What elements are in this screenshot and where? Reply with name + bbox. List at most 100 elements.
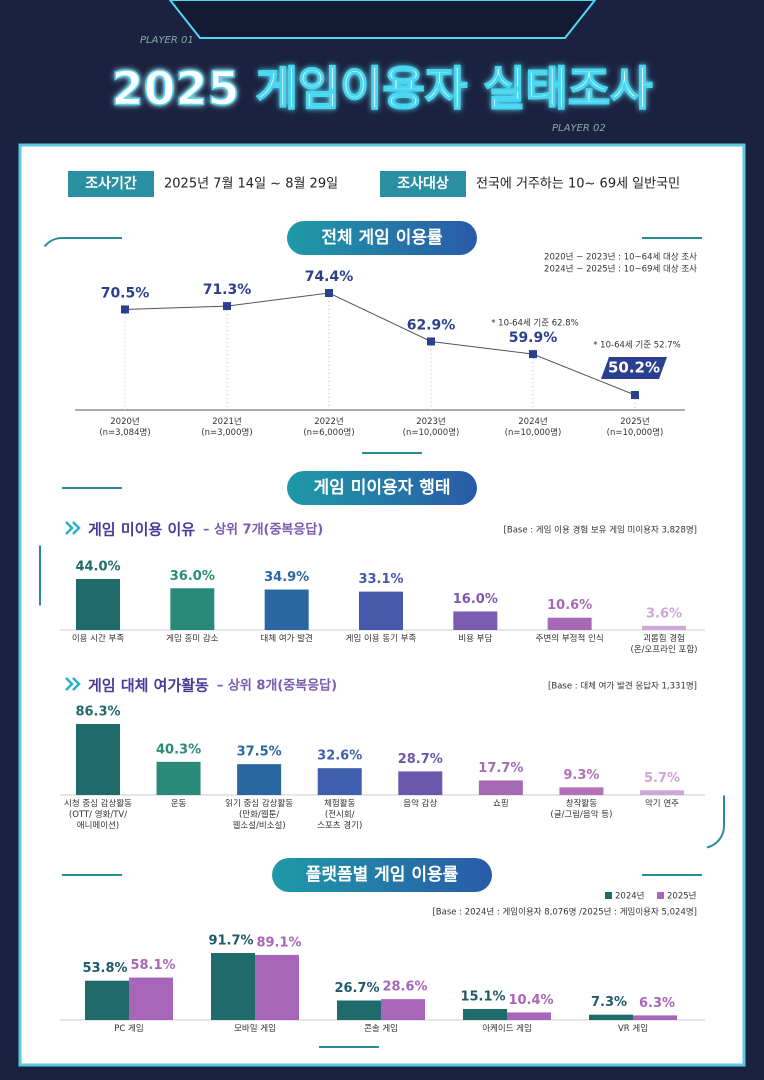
label-box: 모바일 게임 [234,1024,276,1034]
bar [156,761,201,795]
label-box: 게임 흥미 감소 [166,634,219,644]
bar [559,787,604,795]
x-tick-label: 악기 연주 [644,799,679,809]
x-tick-label: 게임 흥미 감소 [166,634,219,644]
bar [211,953,255,1020]
x-tick-label: 2024년 (n=10,000명) [504,417,562,438]
label-box: 쇼핑 [493,799,509,809]
value-label: 53.8% [82,961,127,976]
section-title: 플랫폼별 게임 이용률 [306,864,459,885]
bar [264,589,309,630]
bar [381,999,425,1020]
label-box: 주변의 부정적 인식 [535,634,604,644]
legend-label: 2024년 [615,891,644,902]
label-box: 2024년 (n=10,000명) [504,417,562,438]
note: 2020년 ~ 2023년 : 10~64세 대상 조사 [544,252,697,263]
label-box: 아케이드 게임 [482,1024,532,1034]
x-tick-label: 콘솔 게임 [364,1024,398,1034]
value-label: 32.6% [317,749,362,764]
value-label: 40.3% [156,742,201,757]
survey-period: 2025년 7월 14일 ~ 8월 29일 [164,177,338,192]
bar [478,780,523,795]
bar [640,790,684,795]
value-label: 7.3% [591,995,627,1010]
label-box: 콘솔 게임 [364,1024,398,1034]
value-label: 62.9% [407,317,456,333]
value-label: 37.5% [237,745,282,760]
x-tick-label: 괴롭힘 경험 (온/오프라인 포함) [630,634,698,655]
value-label: 91.7% [208,934,253,949]
bar [85,980,129,1020]
value-label: 34.9% [264,570,309,585]
section-title: 게임 미이용자 행태 [314,477,451,498]
x-tick-label: VR 게임 [617,1024,649,1034]
label-box: 2021년 (n=3,000명) [201,417,253,438]
label-box: 창작활동 (글/그림/음악 등) [550,799,613,820]
label-box: 읽기 중심 감상활동 (만화/웹툰/ 웹소설/비소설) [225,799,294,831]
x-tick-label: 창작활동 (글/그림/음악 등) [550,799,613,820]
x-tick-label: 2022년 (n=6,000명) [303,417,355,438]
bar [453,611,498,630]
label-box: PC 게임 [114,1024,143,1034]
marker [631,391,639,399]
x-tick-label: 시청 중심 감상활동 (OTT/ 영화/TV/ 애니메이션) [64,799,132,831]
value-label: 89.1% [256,935,301,950]
marker [529,350,537,359]
label-box: 이용 시간 부족 [71,634,125,644]
base-note: [Base : 대체 여가 발견 응답자 1,331명] [548,681,697,692]
section-pill [287,471,477,505]
bar [76,579,120,630]
label-box: VR 게임 [617,1024,649,1034]
label-box: 대체 여가 발견 [260,634,313,644]
value-label: 17.7% [478,761,523,776]
bar [129,977,173,1020]
x-tick-label: 비용 부담 [458,634,493,644]
chart-title: 게임 대체 여가활동 [88,677,209,695]
label-box: 2020년 (n=3,084명) [99,417,150,438]
label-box: 2023년 (n=10,000명) [403,417,460,438]
badge-label: 조사기간 [85,175,137,192]
bar [337,1000,381,1020]
chart-title: 게임 미이용 이유 [88,521,195,539]
section-frame [39,237,725,454]
value-label: 70.5% [101,285,150,301]
label-box: 체험활동 (전시회/ 스포츠 경기) [317,799,362,831]
value-label: 50.2% [608,359,660,377]
value-label: 6.3% [639,996,675,1011]
value-label: 44.0% [75,560,120,575]
x-tick-label: 음악 감상 [403,799,438,809]
label-box: 2025년 (n=10,000명) [607,417,664,438]
section-pill [287,221,477,255]
badge [380,171,466,197]
x-tick-label: 쇼핑 [493,799,509,809]
label-box: 게임 이용 동기 부족 [346,634,417,644]
bar [642,625,686,630]
bar [170,588,215,630]
value-label: 28.7% [398,752,443,767]
value-label: 26.7% [334,981,379,996]
x-tick-label: 읽기 중심 감상활동 (만화/웹툰/ 웹소설/비소설) [225,799,294,831]
x-tick-label: 운동 [170,799,187,809]
label-box: 운동 [170,799,187,809]
section-title: 전체 게임 이용률 [321,227,443,248]
marker [121,305,129,314]
bar [463,1008,507,1020]
section-pill [272,858,492,892]
label-box: 악기 연주 [644,799,679,809]
x-tick-label: 주변의 부정적 인식 [535,634,604,644]
value-label: 74.4% [305,269,354,285]
x-tick-label: 2021년 (n=3,000명) [201,417,253,438]
survey-target: 전국에 거주하는 10~ 69세 일반국민 [476,177,680,192]
value-label: 9.3% [563,768,599,783]
highlight-box [601,357,667,379]
value-label: 16.0% [453,592,498,607]
value-label: 33.1% [358,572,403,587]
x-tick-label: 대체 여가 발견 [260,634,313,644]
x-tick-label: 이용 시간 부족 [71,634,125,644]
value-label: 5.7% [644,771,680,786]
marker [325,289,333,297]
bar [398,771,443,795]
label-box: 괴롭힘 경험 (온/오프라인 포함) [630,634,698,655]
value-label: 36.0% [170,569,215,584]
